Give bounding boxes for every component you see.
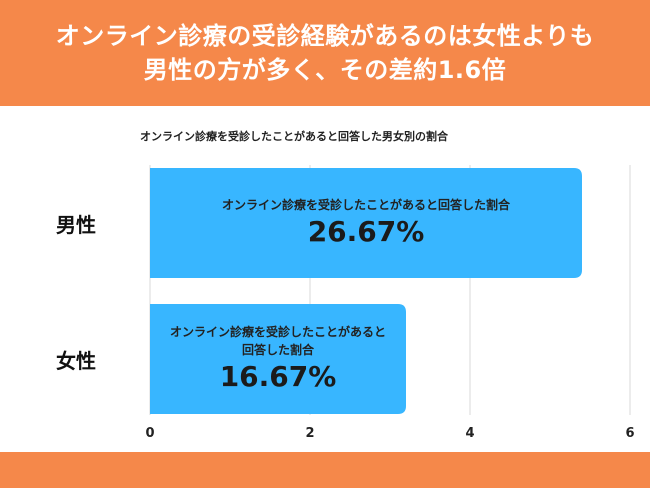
x-tick-label: 2 [305, 426, 314, 441]
category-label-male: 男性 [56, 213, 96, 237]
bar-1 [150, 304, 406, 414]
data-label-value: 16.67% [219, 360, 337, 393]
header-banner: オンライン診療の受診経験があるのは女性よりも 男性の方が多く、その差約1.6倍 [0, 0, 650, 106]
data-label-desc-line-1: オンライン診療を受診したことがあると [169, 325, 386, 339]
chart-title: オンライン診療を受診したことがあると回答した男女別の割合 [140, 130, 448, 143]
x-tick-label: 4 [465, 426, 474, 441]
x-tick-label: 6 [625, 426, 634, 441]
x-axis-ticks: 0 2 4 6 [145, 426, 634, 441]
data-label-value: 26.67% [307, 215, 425, 248]
bar-0 [150, 168, 582, 278]
x-tick-label: 0 [145, 426, 154, 441]
data-label-female: オンライン診療を受診したことがあると 回答した割合 16.67% [150, 304, 406, 414]
page-title-line-1: オンライン診療の受診経験があるのは女性よりも [55, 22, 595, 50]
category-label-female: 女性 [56, 349, 96, 373]
data-label-desc-line-2: 回答した割合 [241, 343, 314, 357]
data-label-male: オンライン診療を受診したことがあると回答した割合 26.67% [150, 168, 582, 278]
page-title-line-2: 男性の方が多く、その差約1.6倍 [143, 56, 507, 84]
data-label-desc: オンライン診療を受診したことがあると回答した割合 [221, 198, 510, 212]
bars [150, 168, 582, 414]
footer-bar [0, 452, 650, 488]
